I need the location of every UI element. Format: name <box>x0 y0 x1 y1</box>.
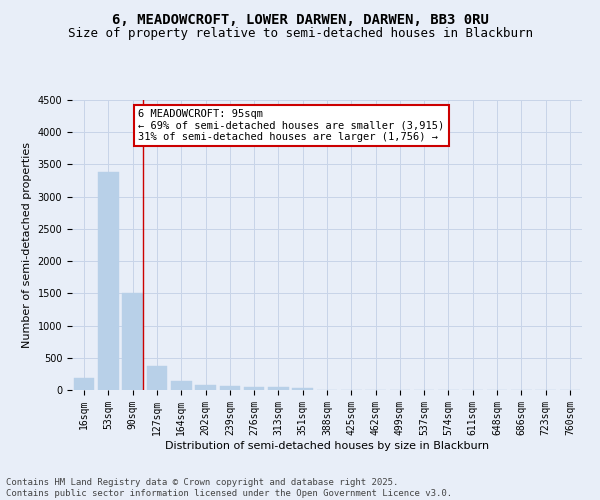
Bar <box>146 366 167 390</box>
Bar <box>171 382 191 390</box>
Bar <box>220 386 240 390</box>
Bar <box>98 172 119 390</box>
Text: 6 MEADOWCROFT: 95sqm
← 69% of semi-detached houses are smaller (3,915)
31% of se: 6 MEADOWCROFT: 95sqm ← 69% of semi-detac… <box>139 108 445 142</box>
Bar <box>268 387 289 390</box>
Text: Contains HM Land Registry data © Crown copyright and database right 2025.
Contai: Contains HM Land Registry data © Crown c… <box>6 478 452 498</box>
Y-axis label: Number of semi-detached properties: Number of semi-detached properties <box>22 142 32 348</box>
Bar <box>195 385 216 390</box>
Text: 6, MEADOWCROFT, LOWER DARWEN, DARWEN, BB3 0RU: 6, MEADOWCROFT, LOWER DARWEN, DARWEN, BB… <box>112 12 488 26</box>
Bar <box>74 378 94 390</box>
Text: Size of property relative to semi-detached houses in Blackburn: Size of property relative to semi-detach… <box>67 28 533 40</box>
Bar <box>292 388 313 390</box>
Bar <box>122 294 143 390</box>
X-axis label: Distribution of semi-detached houses by size in Blackburn: Distribution of semi-detached houses by … <box>165 440 489 450</box>
Bar <box>244 387 265 390</box>
